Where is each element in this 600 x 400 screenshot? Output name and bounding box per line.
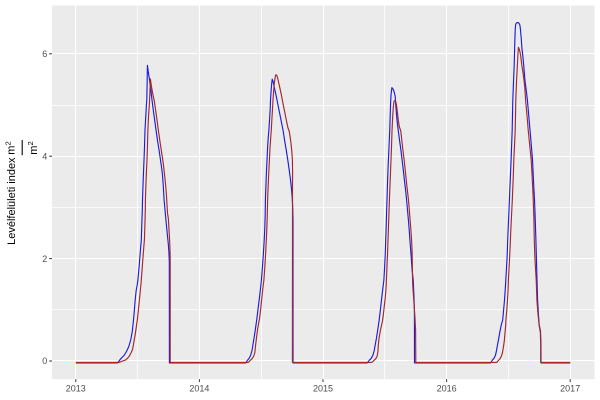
svg-text:Levélfelületi index: Levélfelületi index (6, 157, 18, 245)
svg-text:m2: m2 (4, 141, 18, 154)
svg-text:4: 4 (42, 151, 47, 161)
svg-text:2014: 2014 (189, 384, 209, 394)
svg-text:2016: 2016 (437, 384, 457, 394)
svg-text:2015: 2015 (313, 384, 333, 394)
svg-text:0: 0 (42, 356, 47, 366)
svg-text:2017: 2017 (560, 384, 580, 394)
svg-text:6: 6 (42, 49, 47, 59)
svg-text:m2: m2 (26, 141, 40, 154)
svg-text:2013: 2013 (66, 384, 86, 394)
svg-text:2: 2 (42, 254, 47, 264)
